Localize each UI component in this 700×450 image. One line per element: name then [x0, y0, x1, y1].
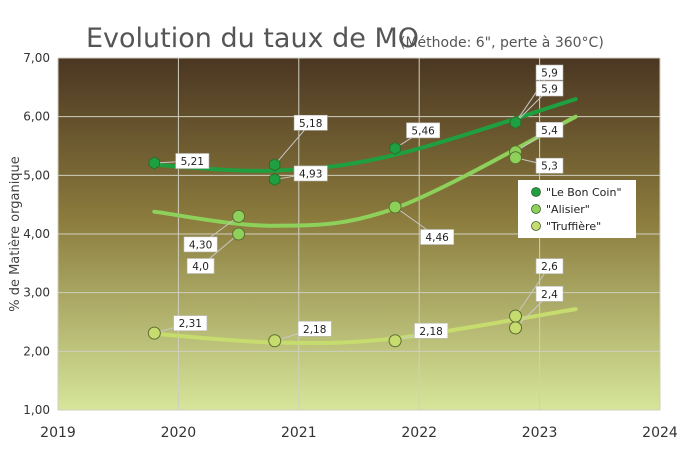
- data-label: 2,31: [179, 318, 202, 330]
- data-label-box: [420, 229, 455, 245]
- data-point: [388, 334, 402, 348]
- data-label: 5,46: [411, 125, 435, 137]
- data-label-box: [293, 165, 328, 182]
- x-tick-label: 2020: [161, 425, 197, 441]
- legend-label: "Alisier": [546, 203, 590, 216]
- y-axis-title: % de Matière organique: [8, 156, 23, 312]
- data-label-box: [414, 322, 449, 339]
- data-label-box: [293, 114, 328, 131]
- data-label: 5,3: [541, 161, 558, 173]
- data-point: [388, 200, 402, 214]
- data-label: 4,30: [189, 239, 212, 251]
- data-label-box: [406, 122, 441, 139]
- x-tick-label: 2024: [642, 425, 678, 441]
- data-label: 4,46: [425, 232, 449, 244]
- y-tick-label: 7,00: [23, 51, 50, 65]
- data-label: 2,4: [541, 289, 558, 301]
- legend-marker: [531, 221, 541, 231]
- data-label-box: [175, 153, 210, 169]
- data-label: 5,9: [541, 84, 558, 96]
- data-point: [509, 151, 523, 165]
- data-label-box: [535, 64, 564, 81]
- data-point: [147, 326, 161, 340]
- data-label-box: [535, 258, 564, 274]
- y-tick-label: 3,00: [23, 286, 50, 300]
- legend-label: "Le Bon Coin": [546, 186, 622, 199]
- data-label-box: [535, 80, 564, 97]
- data-point: [509, 115, 522, 130]
- y-tick-label: 4,00: [23, 227, 50, 241]
- y-axis-ticks: 1,00 2,00 3,00 4,00 5,00 6,00 7,00: [23, 51, 50, 417]
- x-tick-label: 2022: [401, 425, 437, 441]
- x-tick-label: 2023: [522, 425, 558, 441]
- data-point: [232, 227, 246, 241]
- data-point: [509, 321, 523, 335]
- data-label-box: [186, 258, 215, 274]
- x-tick-label: 2019: [40, 425, 76, 441]
- trend-line-2: [152, 307, 578, 346]
- y-tick-label: 6,00: [23, 110, 50, 124]
- data-label: 4,93: [299, 168, 322, 180]
- data-label-box: [535, 286, 564, 302]
- chart-subtitle: (Méthode: 6", perte à 360°C): [400, 35, 604, 51]
- trend-line-0: [152, 97, 578, 173]
- data-label: 5,18: [299, 118, 322, 130]
- trend-lines: [152, 97, 578, 346]
- data-label: 5,9: [541, 68, 558, 80]
- data-label-box: [535, 122, 564, 138]
- x-tick-label: 2021: [281, 425, 317, 441]
- data-point: [269, 158, 281, 172]
- data-label-box: [183, 236, 218, 253]
- legend-marker: [531, 204, 541, 214]
- label-leader: [515, 265, 550, 317]
- data-label: 2,18: [303, 324, 326, 336]
- data-point: [268, 334, 282, 348]
- data-points: [147, 115, 523, 348]
- legend: "Le Bon Coin" "Alisier" "Truffière": [518, 180, 636, 238]
- data-label: 5,21: [181, 156, 204, 168]
- y-tick-label: 2,00: [23, 344, 50, 358]
- y-tick-label: 1,00: [23, 403, 50, 417]
- data-label: 5,4: [541, 125, 558, 137]
- data-label: 4,0: [192, 261, 209, 273]
- chart-title: Evolution du taux de MO: [86, 23, 419, 54]
- legend-label: "Truffière": [546, 220, 601, 233]
- data-point: [148, 156, 160, 170]
- legend-marker: [531, 187, 541, 197]
- y-tick-label: 5,00: [23, 168, 50, 182]
- data-label-box: [173, 315, 208, 331]
- data-labels: 5,21 5,18 4,93 5,46 5,9 5,9 4,30 4,0 4,46 5,4 5,3 2…: [173, 64, 564, 339]
- data-point: [232, 209, 246, 223]
- data-label: 2,6: [541, 261, 558, 273]
- grid: [57, 57, 661, 411]
- data-point: [269, 172, 281, 186]
- data-label: 2,18: [419, 326, 442, 338]
- x-axis-ticks: 2019 2020 2021 2022 2023 2024: [40, 425, 678, 441]
- trend-line-1: [152, 114, 578, 228]
- data-point: [509, 309, 523, 323]
- data-label-box: [535, 157, 564, 174]
- data-point: [389, 141, 401, 155]
- data-label-box: [297, 320, 332, 337]
